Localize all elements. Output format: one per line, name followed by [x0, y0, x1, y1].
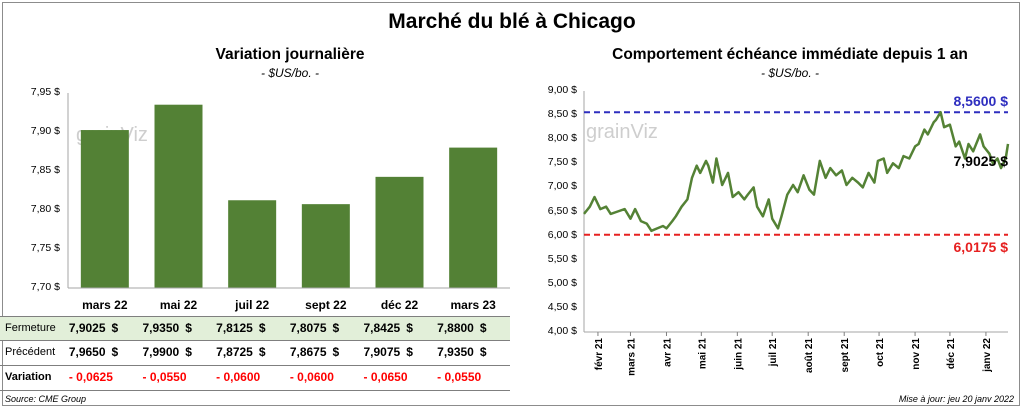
- table-cell: 7,9350 $: [143, 321, 192, 335]
- left-y-tick-label: 7,95 $: [30, 86, 60, 98]
- right-y-tick-label: 5,50 $: [547, 252, 577, 265]
- cell-currency: $: [111, 321, 119, 335]
- table-cell: 7,8125 $: [216, 321, 265, 335]
- cell-currency: $: [406, 321, 413, 335]
- cell-value: 7,9350: [142, 321, 180, 335]
- left-y-tick-label: 7,90 $: [30, 125, 60, 137]
- chart-frame: [2, 2, 1020, 406]
- table-cell: 7,8425 $: [364, 321, 413, 335]
- right-panel-title: Comportement échéance immédiate depuis 1…: [612, 46, 968, 63]
- cell-value: 7,8675: [289, 345, 327, 359]
- right-y-tick-label: 8,50 $: [547, 108, 577, 121]
- row-label: Précédent: [5, 346, 56, 358]
- right-panel-subtitle: - $US/bo. -: [760, 66, 820, 80]
- cell-value: 7,9900: [142, 345, 180, 359]
- cell-currency: $: [258, 321, 266, 335]
- right-y-tick-label: 5,00 $: [547, 276, 577, 289]
- table-row: Fermeture 7,9025 $7,9350 $7,8125 $7,8075 $7,8…: [0, 316, 510, 341]
- cell-value: 7,9350: [437, 345, 474, 359]
- table-row: Variation - 0,0625 - 0,0550 - 0,0600 - 0,060…: [0, 365, 510, 391]
- cell-value: 7,8425: [363, 321, 401, 335]
- cell-currency: $: [479, 321, 487, 335]
- main-title: Marché du blé à Chicago: [388, 10, 636, 33]
- cell-currency: $: [185, 345, 192, 359]
- cell-currency: $: [406, 345, 413, 359]
- table-cell: 7,9350 $: [437, 345, 486, 359]
- cell-value: - 0,0600: [289, 370, 334, 384]
- row-label: Variation: [5, 371, 52, 383]
- left-y-tick-label: 7,80 $: [30, 203, 60, 215]
- table-cell: 7,8725 $: [216, 345, 265, 359]
- table-cell: - 0,0625: [69, 370, 113, 384]
- cell-value: 7,8800: [437, 321, 474, 335]
- table-cell: - 0,0600: [290, 370, 334, 384]
- table-cell: - 0,0550: [437, 370, 481, 384]
- table-cell: - 0,0550: [143, 370, 187, 384]
- cell-value: - 0,0600: [216, 370, 261, 384]
- category-label: sept 22: [305, 298, 347, 312]
- right-y-tick-label: 7,50 $: [547, 156, 577, 169]
- table-cell: 7,8075 $: [290, 321, 339, 335]
- cell-value: 7,9025: [68, 321, 106, 335]
- table-row: Précédent 7,9650 $7,9900 $7,8725 $7,8675 $7,9…: [0, 340, 510, 365]
- table-cell: 7,8800 $: [437, 321, 486, 335]
- table-cell: 7,9900 $: [143, 345, 192, 359]
- right-y-tick-label: 4,50 $: [547, 300, 577, 313]
- category-label: mars 22: [82, 298, 128, 312]
- cell-currency: $: [258, 345, 266, 359]
- table-cell: 7,9650 $: [69, 345, 118, 359]
- cell-currency: $: [111, 345, 119, 359]
- cell-currency: $: [185, 321, 192, 335]
- source-note: Source: CME Group: [5, 394, 87, 404]
- right-y-tick-label: 4,00 $: [547, 325, 577, 337]
- cell-value: 7,9650: [68, 345, 106, 359]
- left-y-tick-label: 7,70 $: [30, 281, 60, 293]
- row-label: Fermeture: [5, 322, 56, 334]
- cell-value: 7,9075: [363, 345, 401, 359]
- right-y-tick-label: 8,00 $: [547, 132, 577, 145]
- category-label: mai 22: [159, 298, 198, 312]
- cell-currency: $: [332, 321, 340, 335]
- cell-currency: $: [479, 345, 487, 359]
- cell-value: - 0,0625: [68, 370, 113, 384]
- table-cell: - 0,0600: [216, 370, 260, 384]
- table-cell: 7,9025 $: [69, 321, 118, 335]
- cell-value: - 0,0650: [363, 370, 408, 384]
- cell-value: 7,8125: [216, 321, 253, 335]
- cell-currency: $: [332, 345, 340, 359]
- cell-value: - 0,0550: [142, 370, 187, 384]
- left-panel-subtitle: - $US/bo. -: [260, 66, 320, 80]
- right-y-tick-label: 6,50 $: [547, 204, 577, 217]
- cell-value: 7,8725: [216, 345, 253, 359]
- cell-value: 7,8075: [289, 321, 327, 335]
- table-cell: 7,9075 $: [364, 345, 413, 359]
- left-y-tick-label: 7,75 $: [30, 242, 60, 254]
- table-cell: - 0,0650: [364, 370, 408, 384]
- right-y-tick-label: 6,00 $: [547, 228, 577, 241]
- category-label: mars 23: [450, 298, 496, 312]
- left-panel-title: Variation journalière: [215, 46, 365, 63]
- update-note: Mise à jour: jeu 20 janv 2022: [898, 394, 1014, 404]
- table-cell: 7,8675 $: [290, 345, 339, 359]
- right-y-tick-label: 9,00 $: [547, 84, 577, 96]
- category-label: juil 22: [235, 298, 270, 312]
- right-y-tick-label: 7,00 $: [547, 180, 577, 193]
- cell-value: - 0,0550: [437, 370, 482, 384]
- left-y-tick-label: 7,85 $: [30, 164, 60, 176]
- category-label: déc 22: [380, 298, 419, 312]
